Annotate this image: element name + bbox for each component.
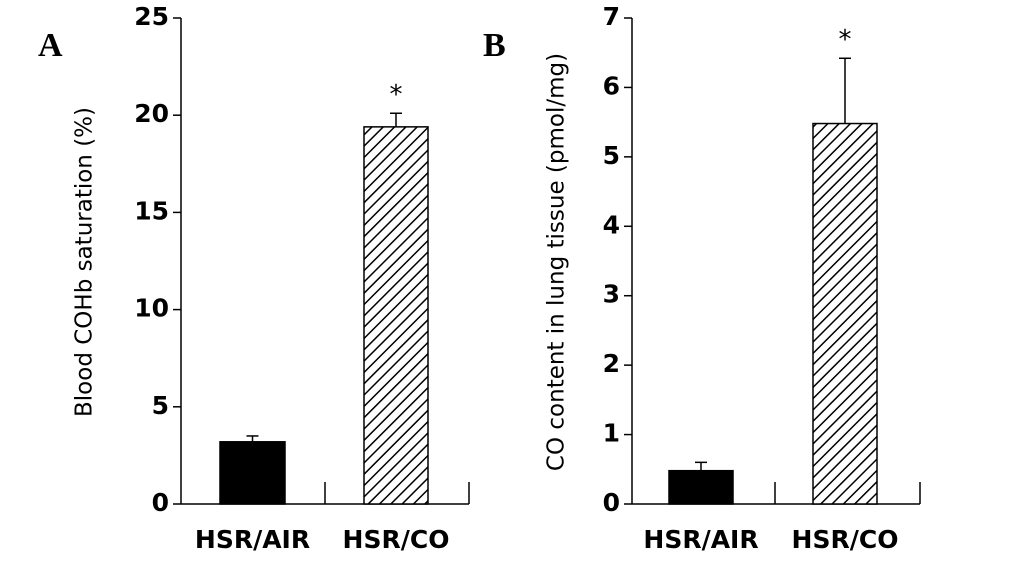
y-tick-label: 0 — [152, 488, 169, 517]
y-tick-label: 6 — [603, 71, 620, 100]
bar — [363, 126, 429, 505]
y-tick-label: 7 — [603, 2, 620, 31]
x-tick-label: HSR/AIR — [195, 525, 310, 554]
y-tick-label: 4 — [603, 210, 620, 239]
significance-marker: * — [839, 25, 852, 55]
y-tick-label: 0 — [603, 488, 620, 517]
x-tick-label: HSR/CO — [343, 525, 450, 554]
x-tick-label: HSR/CO — [792, 525, 899, 554]
y-tick-label: 1 — [603, 419, 620, 448]
panel-label: A — [38, 27, 63, 64]
x-tick-label: HSR/AIR — [643, 525, 758, 554]
y-tick-label: 10 — [134, 294, 169, 323]
panel-label: B — [483, 27, 506, 64]
y-tick-label: 2 — [603, 349, 620, 378]
y-tick-label: 20 — [134, 99, 169, 128]
significance-marker: * — [390, 80, 403, 110]
bar — [668, 469, 734, 505]
y-tick-label: 25 — [134, 2, 169, 31]
bar — [219, 441, 286, 505]
bar — [812, 122, 878, 505]
y-axis-label: CO content in lung tissue (pmol/mg) — [544, 53, 570, 471]
y-tick-label: 3 — [603, 280, 620, 309]
y-tick-label: 5 — [152, 391, 169, 420]
y-axis-label: Blood COHb saturation (%) — [72, 107, 98, 417]
y-tick-label: 5 — [603, 141, 620, 170]
y-tick-label: 15 — [134, 196, 169, 225]
